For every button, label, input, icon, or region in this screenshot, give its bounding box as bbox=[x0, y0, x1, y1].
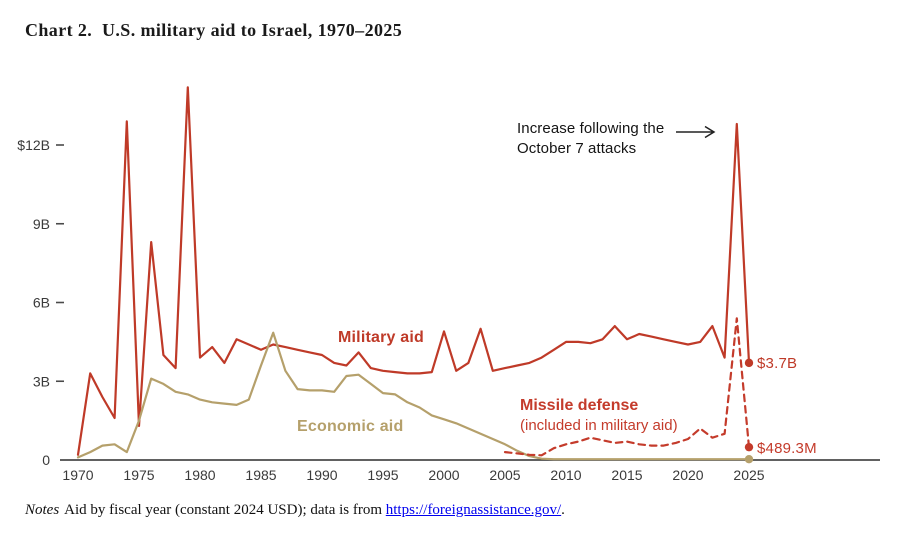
notes-text: Aid by fiscal year (constant 2024 USD); … bbox=[64, 502, 386, 518]
series-missile-line bbox=[503, 317, 751, 457]
missile-defense-label: Missile defense bbox=[520, 397, 639, 414]
series-military-line bbox=[76, 86, 751, 456]
notes-link[interactable]: https://foreignassistance.gov/ bbox=[385, 502, 562, 518]
y-tick-label: 9B bbox=[33, 216, 50, 232]
end-dot-military bbox=[744, 358, 754, 368]
x-tick-label: 1970 bbox=[62, 467, 93, 483]
missile-defense-label-block: Missile defense (included in military ai… bbox=[520, 396, 678, 435]
x-tick-label: 1995 bbox=[367, 467, 398, 483]
x-tick-label: 2015 bbox=[611, 467, 642, 483]
y-tick-label: 6B bbox=[33, 295, 50, 311]
y-tick-label: 0 bbox=[42, 452, 50, 468]
series-economic-line bbox=[76, 331, 751, 461]
y-tick-label: $12B bbox=[17, 137, 50, 153]
x-tick-label: 2025 bbox=[733, 467, 764, 483]
notes-period: . bbox=[561, 502, 565, 518]
annotation-line2: October 7 attacks bbox=[517, 140, 637, 157]
annotation-line1: Increase following the bbox=[517, 120, 665, 137]
x-tick-label: 1980 bbox=[184, 467, 215, 483]
x-tick-label: 2010 bbox=[550, 467, 581, 483]
annotation: Increase following the October 7 attacks bbox=[517, 119, 664, 159]
x-tick-label: 1990 bbox=[306, 467, 337, 483]
end-dot-missile bbox=[744, 442, 754, 452]
notes: Notes Aid by fiscal year (constant 2024 U… bbox=[25, 502, 565, 519]
notes-label: Notes bbox=[25, 502, 60, 518]
military-aid-label: Military aid bbox=[338, 329, 424, 346]
y-tick-label: 3B bbox=[33, 373, 50, 389]
x-tick-label: 2000 bbox=[428, 467, 459, 483]
x-tick-label: 1985 bbox=[245, 467, 276, 483]
end-label-military: $3.7B bbox=[757, 355, 798, 372]
end-label-missile: $489.3M bbox=[757, 440, 817, 457]
page-title: Chart 2. U.S. military aid to Israel, 19… bbox=[25, 20, 403, 40]
economic-aid-label: Economic aid bbox=[297, 418, 404, 435]
missile-defense-sublabel: (included in military aid) bbox=[520, 417, 678, 434]
x-tick-label: 2005 bbox=[489, 467, 520, 483]
x-tick-label: 2020 bbox=[672, 467, 703, 483]
arrow-right-icon bbox=[676, 125, 716, 139]
x-tick-label: 1975 bbox=[123, 467, 154, 483]
end-dot-economic bbox=[744, 455, 754, 464]
